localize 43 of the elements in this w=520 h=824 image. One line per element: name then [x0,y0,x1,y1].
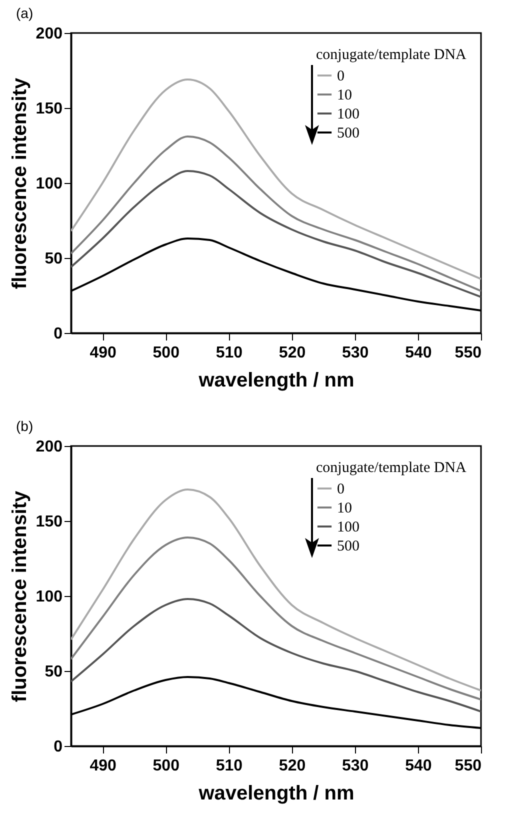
y-axis-title: fluorescence intensity [8,77,31,290]
x-tick-label: 500 [152,344,180,362]
x-tick-label: 490 [90,758,116,774]
y-tick-label: 200 [36,438,63,456]
chart-title: (a) [16,5,34,21]
y-tick-label: 0 [54,738,63,756]
y-tick-label: 150 [36,100,63,118]
legend-label: 0 [337,482,344,498]
x-tick-label: 520 [278,758,306,774]
y-tick-label: 100 [36,588,63,606]
y-tick-label: 150 [36,514,63,530]
y-tick-label: 100 [36,176,63,192]
legend-title: conjugate/template DNA [316,460,467,476]
legend-label: 100 [337,106,360,122]
x-tick-label: 550 [454,758,482,774]
x-axis-title: wavelength / nm [198,370,354,392]
legend-label: 10 [337,500,352,516]
x-tick-label: 510 [216,344,243,362]
x-tick-label: 550 [454,344,482,362]
legend-label: 0 [337,68,344,84]
x-axis-title: wavelength / nm [198,782,354,804]
y-tick-label: 200 [36,26,63,42]
x-tick-label: 530 [342,344,369,362]
x-tick-label: 510 [216,758,243,774]
x-tick-label: 530 [342,758,369,774]
line-series [71,170,481,298]
y-tick-label: 50 [44,664,63,680]
legend-label: 10 [337,88,352,104]
y-tick-label: 50 [44,250,63,268]
y-tick-label: 0 [54,326,63,342]
y-axis-title: fluorescence intensity [8,490,31,702]
line-series [71,598,481,712]
legend-label: 500 [337,538,360,554]
legend-title: conjugate/template DNA [316,47,467,63]
x-tick-label: 490 [90,344,116,362]
legend-label: 100 [337,520,360,536]
line-series [71,536,481,700]
legend-label: 500 [337,126,360,142]
x-tick-label: 520 [278,344,306,362]
x-tick-label: 500 [152,758,180,774]
chart-title: (b) [16,418,34,434]
x-tick-label: 540 [405,344,432,362]
x-tick-label: 540 [405,758,432,774]
